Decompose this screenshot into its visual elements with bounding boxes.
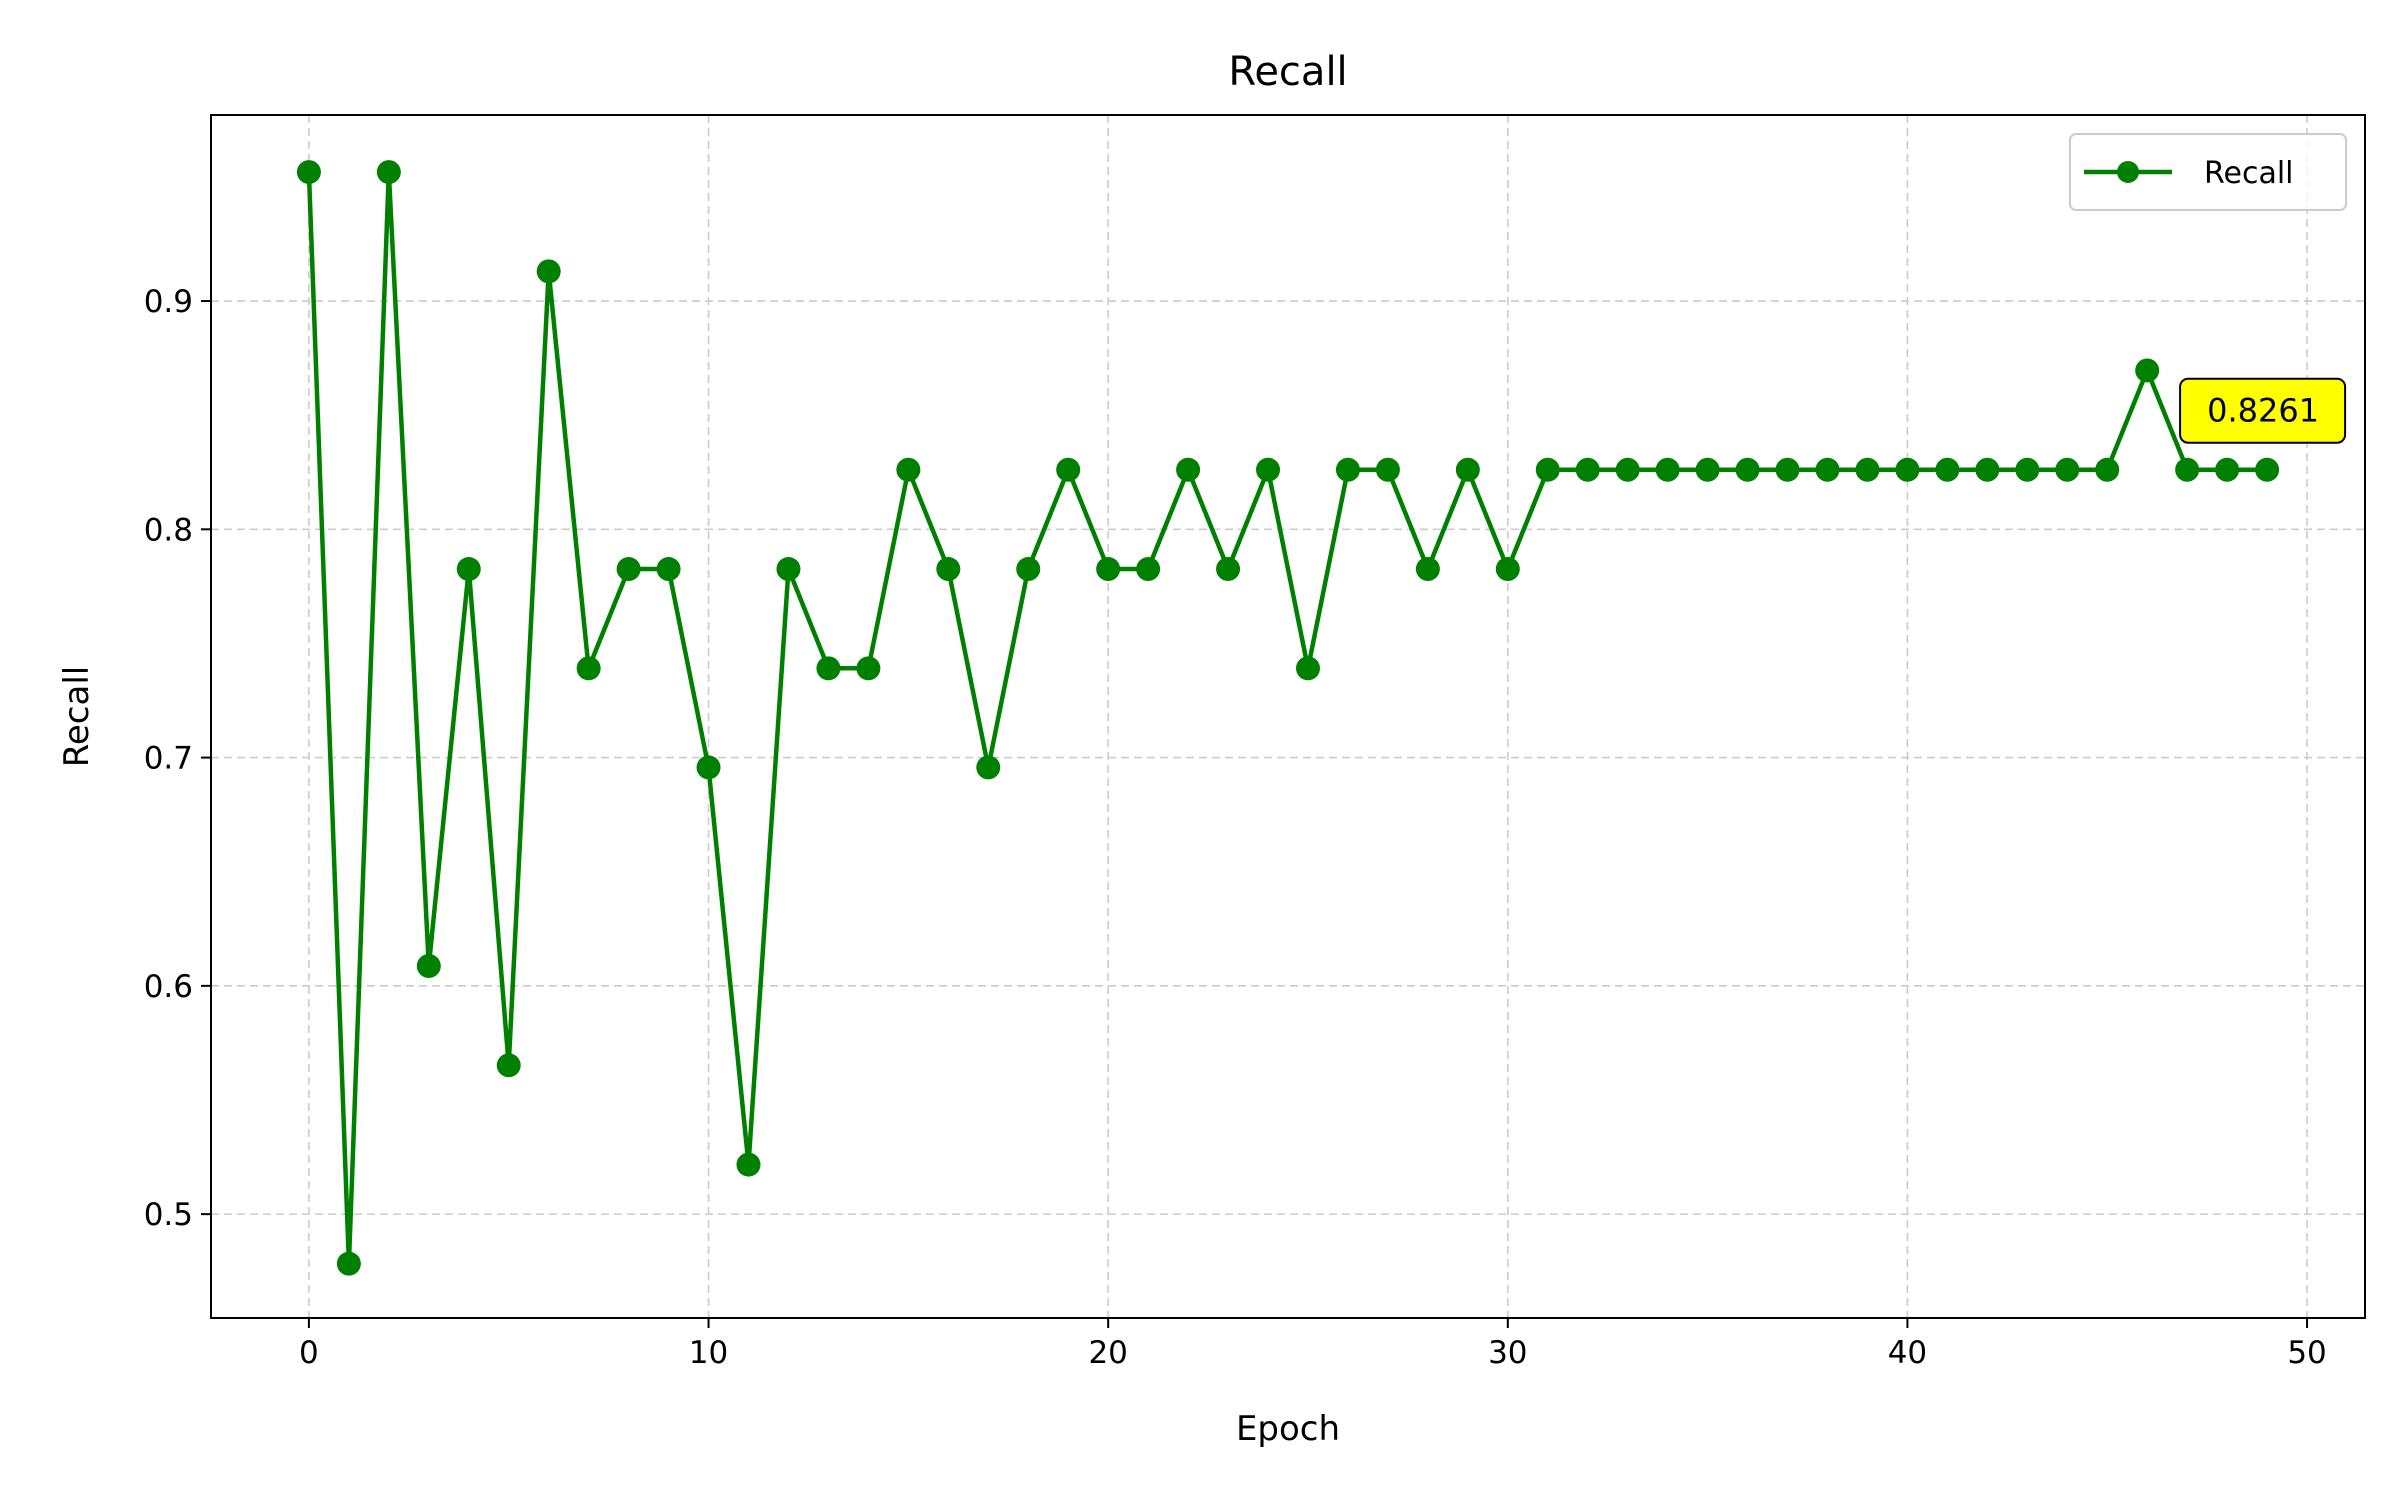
recall-point [536,259,561,284]
recall-point [1016,557,1041,582]
annotation-value: 0.8261 [2207,392,2319,430]
recall-point [1815,457,1840,482]
recall-point [1935,457,1960,482]
recall-point [576,656,601,681]
recall-point [1375,457,1400,482]
recall-point [496,1053,521,1078]
series-layer [296,160,2280,1276]
recall-point [1855,457,1880,482]
recall-point [896,457,921,482]
legend-box [2069,133,2347,211]
recall-point [1335,457,1360,482]
recall-point [1895,457,1920,482]
x-tick-label: 10 [689,1335,728,1371]
recall-point [2215,457,2240,482]
recall-point [776,557,801,582]
recall-point [656,557,681,582]
x-tick-label: 30 [1488,1335,1527,1371]
recall-point [936,557,961,582]
recall-point [456,557,481,582]
y-tick-label: 0.9 [144,284,193,320]
recall-point [856,656,881,681]
x-tick-label: 40 [1888,1335,1927,1371]
x-tick-label: 50 [2287,1335,2326,1371]
recall-point [1136,557,1161,582]
plot-frame [210,114,2366,1319]
recall-point [1295,656,1320,681]
recall-point [816,656,841,681]
grid-lines [211,115,2365,1318]
y-axis-label: Recall [57,666,97,767]
y-tick-label: 0.7 [144,741,193,777]
recall-point [1056,457,1081,482]
recall-point [1535,457,1560,482]
recall-point [1575,457,1600,482]
recall-point [2175,457,2200,482]
recall-point [2135,358,2160,383]
last-value-annotation: 0.8261 [2179,377,2347,444]
recall-point [1735,457,1760,482]
recall-point [2255,457,2280,482]
legend-entry-recall: Recall [2204,156,2294,191]
recall-point [976,755,1001,780]
annotation-box [2179,377,2347,444]
y-tick-label: 0.5 [144,1197,193,1233]
recall-point [736,1152,761,1177]
recall-point [2015,457,2040,482]
recall-point [1216,557,1241,582]
chart-legend: Recall [2069,133,2347,211]
recall-point [1975,457,2000,482]
recall-point [1415,557,1440,582]
axis-ticks: 0 10 20 30 40 50 0.5 0.6 0.7 0.8 0.9 [144,284,2327,1371]
recall-point [2055,457,2080,482]
x-tick-label: 20 [1088,1335,1127,1371]
y-tick-label: 0.6 [144,969,193,1005]
recall-point [416,954,441,979]
recall-point [1096,557,1121,582]
recall-point [1495,557,1520,582]
x-tick-label: 0 [299,1335,319,1371]
recall-point [1256,457,1281,482]
legend-marker-swatch [2117,161,2139,183]
recall-point [1695,457,1720,482]
recall-point [616,557,641,582]
recall-point [2095,457,2120,482]
recall-point [1775,457,1800,482]
recall-point [1455,457,1480,482]
recall-point [1655,457,1680,482]
recall-point [696,755,721,780]
recall-point [376,160,401,185]
recall-point [296,160,321,185]
recall-point [1176,457,1201,482]
chart-title: Recall [1228,49,1347,95]
recall-point [336,1251,361,1276]
recall-point [1615,457,1640,482]
x-axis-label: Epoch [1236,1409,1340,1449]
y-tick-label: 0.8 [144,512,193,548]
